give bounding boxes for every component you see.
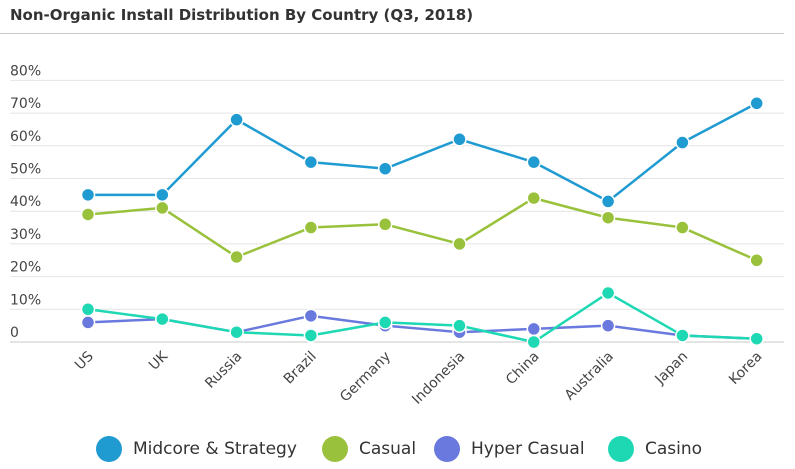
y-tick-label: 80% (10, 63, 41, 79)
data-point[interactable] (675, 328, 690, 343)
y-tick-label: 60% (10, 129, 41, 145)
chart-legend: Midcore & Strategy Casual Hyper Casual Casi… (0, 434, 795, 464)
series-casual (80, 190, 764, 268)
legend-swatch (96, 436, 122, 462)
data-point[interactable] (303, 220, 319, 235)
data-point[interactable] (526, 321, 542, 337)
legend-swatch (608, 436, 634, 462)
data-point[interactable] (749, 253, 764, 268)
series-midcore-strategy (80, 96, 764, 209)
x-tick-label: Australia (562, 349, 617, 404)
data-point[interactable] (452, 132, 467, 147)
data-point[interactable] (80, 315, 96, 330)
x-tick-label: China (503, 349, 543, 389)
y-tick-label: 70% (10, 96, 41, 112)
data-point[interactable] (303, 308, 319, 324)
data-point[interactable] (600, 194, 616, 209)
legend-label: Casino (645, 439, 703, 459)
data-point[interactable] (229, 324, 244, 340)
data-point[interactable] (377, 315, 393, 330)
data-point[interactable] (303, 328, 319, 343)
legend-label: Hyper Casual (471, 439, 585, 459)
series-line (87, 196, 758, 262)
data-point[interactable] (155, 200, 170, 216)
y-axis-ticks: 0 10% 20% 30% 40% 50% 60% 70% 80% (10, 63, 41, 341)
y-tick-label: 40% (10, 194, 41, 210)
chart-title: Non-Organic Install Distribution By Coun… (10, 6, 474, 24)
data-point[interactable] (749, 331, 764, 346)
legend-item[interactable]: Casual (322, 434, 416, 464)
x-tick-label: Brazil (281, 349, 320, 388)
x-tick-label: Korea (726, 349, 765, 388)
x-tick-label: UK (146, 348, 172, 374)
legend-label: Midcore & Strategy (133, 439, 297, 459)
series-casino (80, 285, 764, 350)
data-point[interactable] (675, 135, 690, 150)
data-point[interactable] (377, 161, 393, 176)
data-point[interactable] (80, 187, 96, 203)
legend-label: Casual (359, 439, 417, 459)
data-point[interactable] (526, 154, 542, 170)
data-point[interactable] (526, 190, 542, 206)
data-point[interactable] (452, 236, 467, 252)
legend-item[interactable]: Casino (608, 434, 702, 464)
x-tick-label: Japan (652, 349, 692, 389)
data-point[interactable] (80, 207, 96, 222)
x-tick-label: Russia (202, 349, 245, 392)
x-tick-label: Indonesia (409, 349, 468, 408)
series-line (87, 291, 757, 344)
x-axis-ticks: US UK Russia Brazil Germany Indonesia China Aus… (72, 348, 766, 408)
data-point[interactable] (452, 318, 467, 333)
title-divider (0, 33, 784, 34)
data-point[interactable] (155, 311, 170, 327)
data-point[interactable] (80, 302, 96, 317)
data-point[interactable] (229, 112, 244, 127)
x-tick-label: Germany (337, 349, 394, 406)
y-tick-label: 50% (10, 162, 41, 178)
legend-swatch (434, 436, 460, 462)
data-point[interactable] (155, 187, 170, 203)
y-tick-label: 20% (10, 260, 41, 276)
y-tick-label: 30% (10, 227, 41, 243)
legend-item[interactable]: Midcore & Strategy (96, 434, 297, 464)
data-point[interactable] (600, 285, 616, 301)
data-point[interactable] (303, 154, 319, 170)
data-point[interactable] (377, 217, 393, 232)
data-point[interactable] (749, 96, 764, 111)
y-tick-label: 10% (10, 292, 41, 308)
data-point[interactable] (229, 249, 244, 265)
legend-swatch (322, 436, 348, 462)
series-hyper-casual (80, 308, 764, 346)
data-point[interactable] (526, 334, 542, 350)
data-point[interactable] (675, 220, 690, 235)
data-point[interactable] (600, 210, 616, 225)
data-point[interactable] (600, 318, 616, 333)
series-layer (80, 96, 764, 350)
y-tick-label: 0 (10, 325, 19, 341)
x-tick-label: US (72, 348, 97, 373)
legend-item[interactable]: Hyper Casual (434, 434, 585, 464)
series-line (88, 102, 758, 203)
